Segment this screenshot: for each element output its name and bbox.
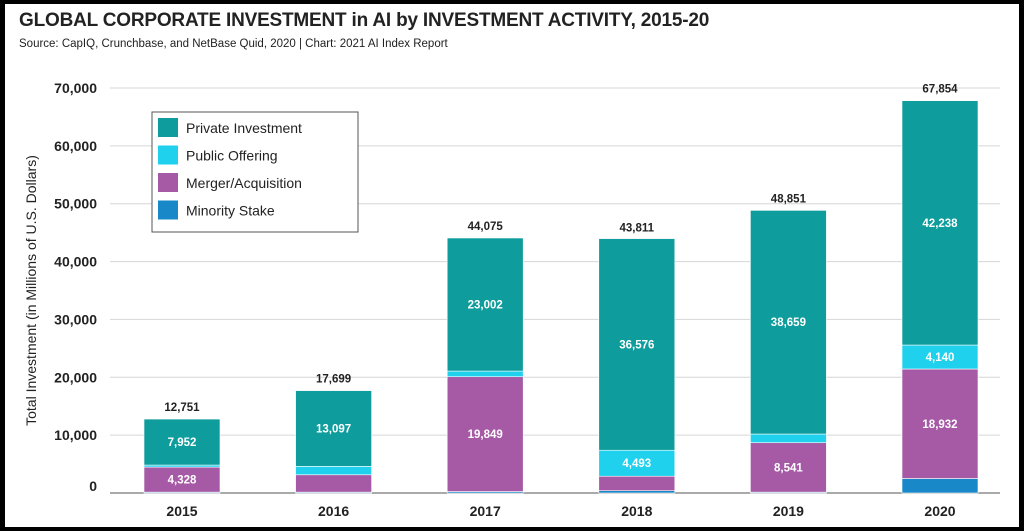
legend-swatch xyxy=(158,200,178,220)
bar-segment xyxy=(598,449,676,477)
total-value-label: 12,751 xyxy=(164,402,200,414)
total-value-label: 48,851 xyxy=(771,193,807,205)
x-category-label: 2016 xyxy=(318,503,349,519)
bar-segment xyxy=(143,466,221,493)
bar-segment xyxy=(446,237,524,372)
legend-label: Merger/Acquisition xyxy=(186,175,302,191)
y-tick-label: 70,000 xyxy=(54,80,97,96)
bars: 4,328 7,952 12,751 13,097 17,699 19,849 23,002… xyxy=(143,83,979,494)
bar-segment xyxy=(446,370,524,378)
legend-swatch xyxy=(158,173,178,192)
segment-value-label: 36,576 xyxy=(619,339,654,351)
segment-value-label: 4,493 xyxy=(622,458,651,470)
total-value-label: 17,699 xyxy=(316,374,351,386)
legend-label: Public Offering xyxy=(186,148,278,164)
x-axis: 2015 2016 2017 2018 2019 2020 xyxy=(166,503,955,519)
segment-value-label: 4,140 xyxy=(926,352,955,364)
y-axis: 0 10,000 20,000 30,000 40,000 50,000 60,000 70,… xyxy=(54,80,97,494)
legend: Private Investment Public Offering Merger/… xyxy=(151,111,359,233)
bar-segment xyxy=(598,475,676,491)
chart-title: GLOBAL CORPORATE INVESTMENT in AI by INV… xyxy=(19,10,710,31)
bar-stack: 8,541 38,659 48,851 xyxy=(750,193,827,494)
bar-stack: 4,493 36,576 43,811 xyxy=(598,223,676,494)
bar-stack: 13,097 17,699 xyxy=(295,374,372,494)
bar-segment xyxy=(598,490,676,494)
y-tick-label: 30,000 xyxy=(54,311,97,327)
total-value-label: 43,811 xyxy=(620,223,655,235)
y-tick-label: 50,000 xyxy=(54,196,97,212)
bar-segment xyxy=(901,100,979,346)
y-tick-label: 60,000 xyxy=(54,138,97,154)
bar-stack: 4,328 7,952 12,751 xyxy=(143,402,221,494)
x-category-label: 2018 xyxy=(621,503,652,519)
segment-value-label: 13,097 xyxy=(316,423,351,435)
bar-segment xyxy=(598,238,676,451)
segment-value-label: 18,932 xyxy=(922,419,957,431)
x-category-label: 2020 xyxy=(924,503,955,519)
bar-segment xyxy=(295,390,372,467)
bar-segment xyxy=(143,464,221,468)
total-value-label: 67,854 xyxy=(922,83,958,95)
segment-value-label: 8,541 xyxy=(774,462,803,474)
bar-segment xyxy=(750,433,827,444)
bar-segment xyxy=(446,376,524,492)
segment-value-label: 42,238 xyxy=(922,218,958,230)
y-tick-label: 0 xyxy=(89,478,97,494)
segment-value-label: 7,952 xyxy=(168,437,197,449)
y-tick-label: 10,000 xyxy=(54,427,97,443)
x-category-label: 2017 xyxy=(470,503,501,519)
bar-stack: 18,932 4,140 42,238 67,854 xyxy=(901,83,979,494)
bar-segment xyxy=(750,442,827,493)
bar-stack: 19,849 23,002 44,075 xyxy=(446,221,524,494)
segment-value-label: 38,659 xyxy=(771,317,806,329)
x-category-label: 2019 xyxy=(773,503,804,519)
y-tick-label: 40,000 xyxy=(54,254,97,270)
bar-segment xyxy=(901,368,979,479)
legend-label: Private Investment xyxy=(186,120,302,136)
legend-swatch xyxy=(158,118,178,137)
segment-value-label: 23,002 xyxy=(468,300,503,312)
bar-segment xyxy=(143,418,221,466)
bar-segment xyxy=(295,466,372,476)
y-tick-label: 20,000 xyxy=(54,369,97,385)
y-axis-title: Total Investment (in Millions of U.S. Do… xyxy=(23,155,39,426)
chart-subtitle: Source: CapIQ, Crunchbase, and NetBase Q… xyxy=(19,38,448,50)
segment-value-label: 19,849 xyxy=(468,429,503,441)
gridlines xyxy=(110,87,1000,494)
legend-label: Minority Stake xyxy=(186,203,275,219)
x-category-label: 2015 xyxy=(166,503,197,519)
bar-segment xyxy=(750,210,827,435)
legend-swatch xyxy=(158,145,178,165)
legend-box xyxy=(151,111,359,233)
total-value-label: 44,075 xyxy=(468,221,504,233)
bar-segment xyxy=(295,474,372,493)
segment-value-label: 4,328 xyxy=(168,475,197,487)
bar-segment xyxy=(901,478,979,494)
